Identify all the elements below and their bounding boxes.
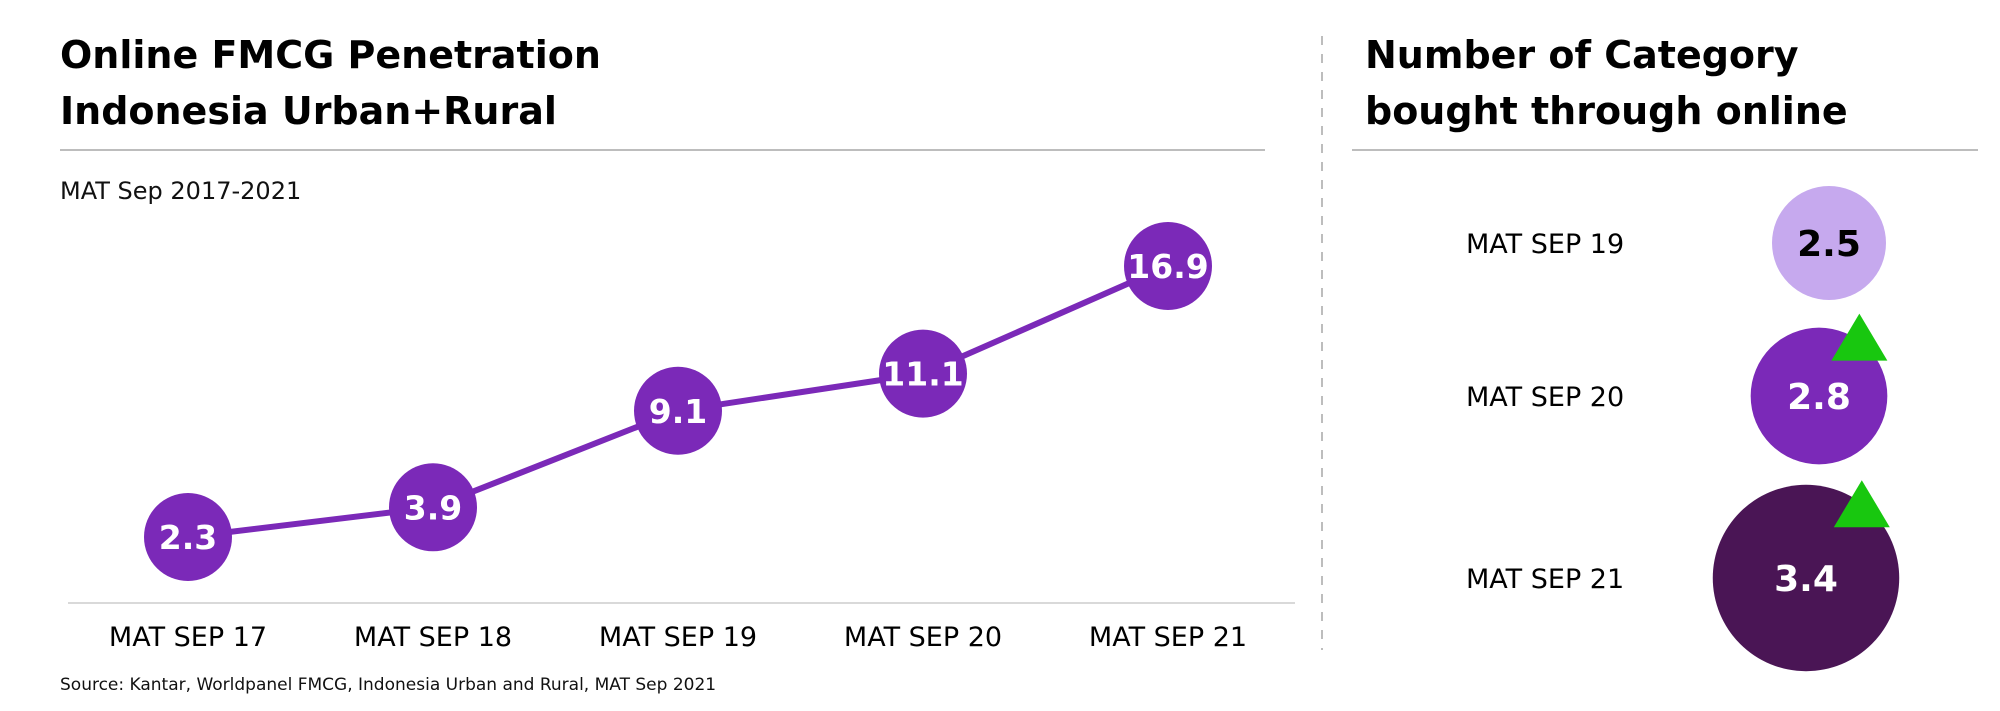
x-tick-label-3: MAT SEP 19 <box>599 622 757 653</box>
penetration-title-line1: Online FMCG Penetration <box>60 33 601 77</box>
data-label-4: 11.1 <box>882 355 963 394</box>
bubble-value-1: 2.5 <box>1797 224 1861 265</box>
up-triangle-icon <box>1831 313 1888 361</box>
data-label-2: 3.9 <box>404 488 462 527</box>
category-bubble-1 <box>1772 186 1886 300</box>
data-point-3 <box>634 366 722 455</box>
bubble-row-label-1: MAT SEP 19 <box>1466 229 1624 260</box>
category-bubble-chart: MAT SEP 19 2.5 MAT SEP 20 2.8 MAT SEP 21 3.4 <box>1466 186 1900 672</box>
penetration-subtitle: MAT Sep 2017-2021 <box>60 177 301 205</box>
bubble-value-2: 2.8 <box>1787 377 1851 418</box>
bubble-row-label-2: MAT SEP 20 <box>1466 382 1624 413</box>
data-point-1 <box>144 493 232 581</box>
penetration-title-line2: Indonesia Urban+Rural <box>60 89 557 133</box>
bubble-row-label-3: MAT SEP 21 <box>1466 564 1624 595</box>
data-point-2 <box>389 463 477 552</box>
category-bubble-2 <box>1750 327 1888 465</box>
penetration-line-chart: 2.3 3.9 9.1 11.1 16.9 MAT SEP 17 MAT SEP 18 MA… <box>68 222 1295 653</box>
up-triangle-icon <box>1833 480 1890 528</box>
source-note: Source: Kantar, Worldpanel FMCG, Indones… <box>60 675 716 695</box>
data-label-5: 16.9 <box>1127 247 1208 286</box>
x-tick-label-1: MAT SEP 17 <box>109 622 267 653</box>
data-label-3: 9.1 <box>649 392 707 431</box>
x-tick-label-2: MAT SEP 18 <box>354 622 512 653</box>
data-point-4 <box>879 329 967 418</box>
category-title-line1: Number of Category <box>1365 33 1799 77</box>
category-bubble-3 <box>1712 484 1900 672</box>
x-tick-label-5: MAT SEP 21 <box>1089 622 1247 653</box>
data-label-1: 2.3 <box>159 518 217 557</box>
data-point-5 <box>1124 222 1212 310</box>
x-tick-label-4: MAT SEP 20 <box>844 622 1002 653</box>
bubble-value-3: 3.4 <box>1774 559 1838 600</box>
category-title-line2: bought through online <box>1365 89 1848 133</box>
